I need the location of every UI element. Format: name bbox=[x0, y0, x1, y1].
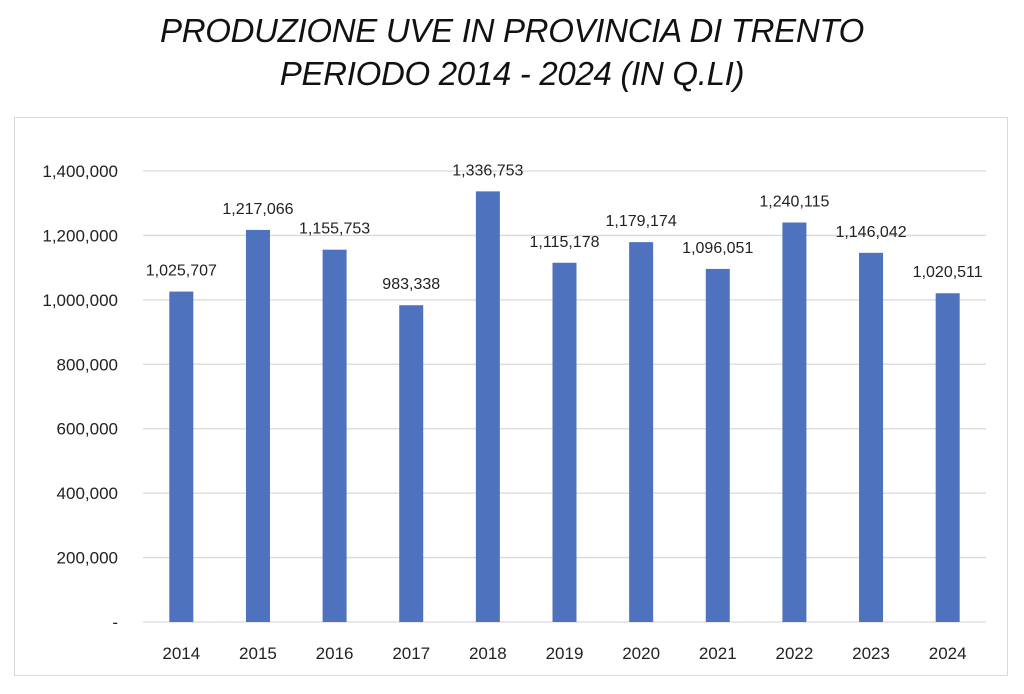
bar-2021[interactable] bbox=[705, 268, 730, 622]
chart-title-line2: PERIODO 2014 - 2024 (IN Q.LI) bbox=[279, 55, 745, 92]
y-tick-label: 400,000 bbox=[57, 484, 118, 503]
bar-2023[interactable] bbox=[859, 252, 884, 622]
x-tick-label: 2024 bbox=[929, 644, 967, 663]
x-axis-labels: 2014 2015 2016 2017 2018 2019 2020 2021 2022 2023… bbox=[162, 644, 966, 663]
chart-title-line1: PRODUZIONE UVE IN PROVINCIA DI TRENTO bbox=[160, 12, 864, 49]
x-tick-label: 2021 bbox=[699, 644, 737, 663]
y-tick-label: 200,000 bbox=[57, 549, 118, 568]
data-label: 1,155,753 bbox=[299, 221, 370, 238]
data-label: 1,336,753 bbox=[452, 162, 523, 179]
data-label: 1,240,115 bbox=[759, 194, 829, 211]
y-tick-label: 800,000 bbox=[57, 355, 118, 374]
bar-2020[interactable] bbox=[629, 242, 654, 622]
data-label: 1,025,707 bbox=[146, 263, 217, 280]
y-tick-label: 600,000 bbox=[57, 420, 118, 439]
x-tick-label: 2014 bbox=[162, 644, 200, 663]
data-labels: 1,025,707 1,217,066 1,155,753 983,338 1,336,… bbox=[146, 162, 983, 293]
bar-2022[interactable] bbox=[782, 222, 807, 623]
bar-2015[interactable] bbox=[245, 229, 270, 622]
bar-2018[interactable] bbox=[475, 191, 500, 622]
bar-2024[interactable] bbox=[935, 293, 960, 622]
y-tick-label: - bbox=[112, 613, 118, 632]
bar-2019[interactable] bbox=[552, 262, 577, 622]
data-label: 1,096,051 bbox=[682, 240, 753, 257]
bar-2016[interactable] bbox=[322, 249, 347, 622]
data-label: 983,338 bbox=[382, 276, 440, 293]
x-tick-label: 2015 bbox=[239, 644, 277, 663]
x-tick-label: 2017 bbox=[392, 644, 430, 663]
x-tick-label: 2016 bbox=[316, 644, 354, 663]
data-label: 1,115,178 bbox=[530, 234, 600, 251]
y-tick-label: 1,400,000 bbox=[42, 162, 118, 181]
y-axis-labels: - 200,000 400,000 600,000 800,000 1,000,000 1,… bbox=[42, 162, 118, 632]
bar-2017[interactable] bbox=[399, 305, 424, 622]
y-tick-label: 1,000,000 bbox=[42, 291, 118, 310]
data-label: 1,020,511 bbox=[913, 264, 983, 281]
data-label: 1,217,066 bbox=[222, 201, 293, 218]
x-tick-label: 2020 bbox=[622, 644, 660, 663]
x-tick-label: 2019 bbox=[546, 644, 584, 663]
x-tick-label: 2018 bbox=[469, 644, 507, 663]
data-label: 1,179,174 bbox=[606, 213, 677, 230]
data-label: 1,146,042 bbox=[835, 224, 906, 241]
bar-2014[interactable] bbox=[169, 291, 194, 622]
y-tick-label: 1,200,000 bbox=[42, 226, 118, 245]
bars bbox=[169, 191, 960, 623]
x-tick-label: 2022 bbox=[775, 644, 813, 663]
x-tick-label: 2023 bbox=[852, 644, 890, 663]
